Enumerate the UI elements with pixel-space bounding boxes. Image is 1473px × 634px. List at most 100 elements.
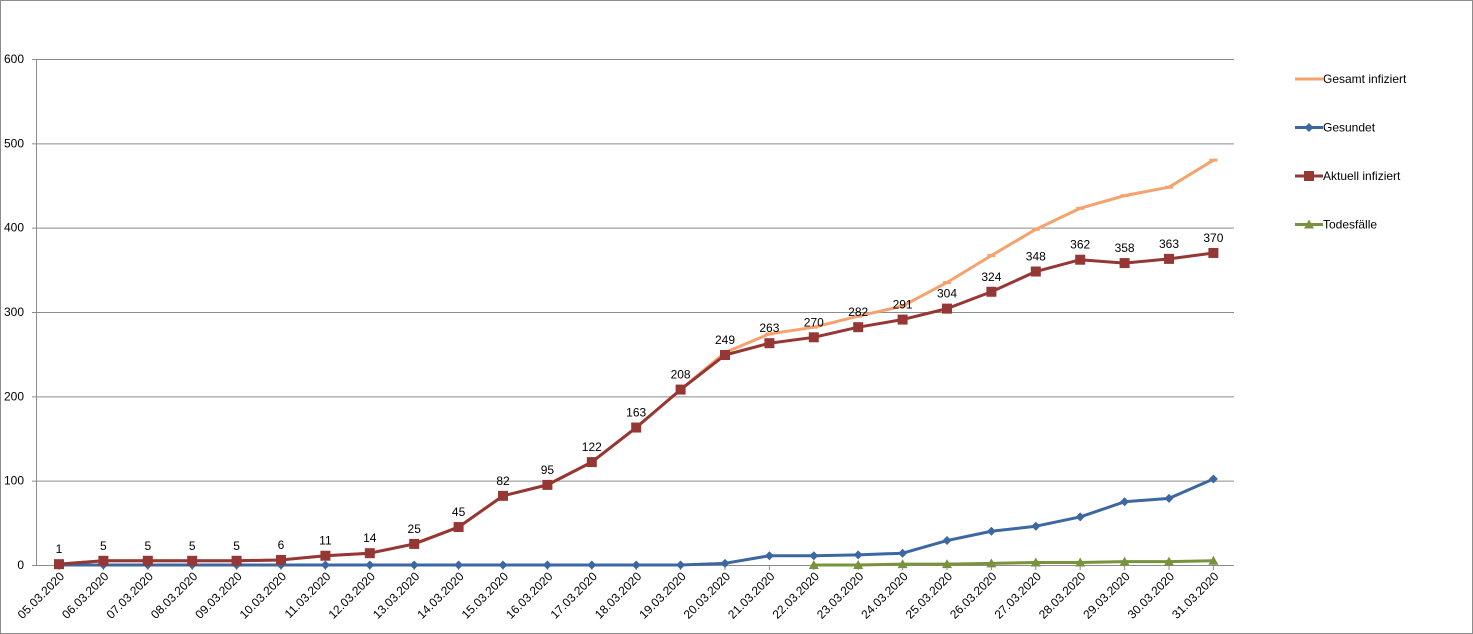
data-point xyxy=(942,559,952,569)
data-point xyxy=(1075,557,1086,567)
y-tick-label: 200 xyxy=(4,389,24,403)
legend-label: Gesundet xyxy=(1323,121,1376,135)
data-point xyxy=(808,332,819,343)
data-point xyxy=(897,559,908,569)
data-point xyxy=(98,555,109,566)
data-point xyxy=(454,560,464,570)
series-todesf-lle xyxy=(808,555,1219,569)
x-tick-label: 19.03.2020 xyxy=(636,569,689,622)
x-tick-label: 12.03.2020 xyxy=(326,569,379,622)
x-tick-label: 16.03.2020 xyxy=(503,569,556,622)
data-label: 25 xyxy=(408,522,422,536)
data-point xyxy=(142,555,153,566)
data-point xyxy=(764,338,775,349)
x-tick-label: 14.03.2020 xyxy=(414,569,467,622)
gridlines xyxy=(36,59,1234,566)
data-point xyxy=(853,322,864,333)
data-point xyxy=(409,560,419,570)
data-point xyxy=(1208,247,1219,258)
data-point xyxy=(542,479,553,490)
x-tick-label: 26.03.2020 xyxy=(947,569,1000,622)
data-point xyxy=(320,550,331,561)
x-tick-label: 30.03.2020 xyxy=(1125,569,1178,622)
x-tick-label: 13.03.2020 xyxy=(370,569,423,622)
legend-item: Gesundet xyxy=(1295,121,1376,135)
data-point xyxy=(1165,185,1173,189)
series-gesundet xyxy=(54,474,1218,570)
legend-item: Gesamt infiziert xyxy=(1295,72,1407,86)
data-point xyxy=(1075,254,1086,265)
series-group xyxy=(54,158,1219,570)
x-tick-label: 22.03.2020 xyxy=(770,569,823,622)
data-label: 1 xyxy=(56,542,63,556)
series-line xyxy=(58,158,1215,566)
x-tick-label: 18.03.2020 xyxy=(592,569,645,622)
data-point xyxy=(1076,206,1085,210)
data-point xyxy=(1305,77,1313,81)
data-point xyxy=(364,548,375,559)
data-label: 324 xyxy=(981,270,1001,284)
data-point xyxy=(498,490,508,501)
data-point xyxy=(809,325,818,329)
legend-label: Gesamt infiziert xyxy=(1323,72,1407,86)
legend: Gesamt infiziert Gesundet Aktuell infizier… xyxy=(1295,72,1407,232)
data-labels: 1 5 5 5 5 6 11 14 25 45 82 95 122 163 208 249 263 270 282 2… xyxy=(56,231,1224,556)
data-point xyxy=(898,304,907,308)
data-label: 122 xyxy=(582,440,602,454)
data-label: 5 xyxy=(233,539,240,553)
data-point xyxy=(720,350,730,361)
data-point xyxy=(986,286,997,297)
data-point xyxy=(1209,158,1218,162)
data-point xyxy=(542,560,552,570)
data-point xyxy=(986,526,996,536)
data-label: 291 xyxy=(893,298,913,312)
data-point xyxy=(187,555,198,566)
data-point xyxy=(1120,497,1130,507)
data-label: 5 xyxy=(189,539,196,553)
data-label: 370 xyxy=(1203,231,1223,245)
y-tick-label: 100 xyxy=(4,474,24,488)
data-label: 5 xyxy=(144,539,151,553)
data-label: 208 xyxy=(671,368,691,382)
y-axis: 0 100 200 300 400 500 600 xyxy=(4,52,37,572)
data-point xyxy=(676,560,686,570)
data-point xyxy=(1075,512,1085,522)
legend-item: Todesfälle xyxy=(1295,218,1377,232)
data-point xyxy=(1119,258,1130,269)
data-point xyxy=(765,332,774,336)
series-aktuell-infiziert xyxy=(54,247,1219,570)
data-point xyxy=(675,384,686,395)
data-point xyxy=(987,253,996,257)
data-point xyxy=(587,560,597,570)
data-point xyxy=(1208,474,1218,484)
data-label: 249 xyxy=(715,333,735,347)
y-tick-label: 500 xyxy=(4,136,24,150)
data-point xyxy=(498,560,508,570)
data-label: 11 xyxy=(319,534,332,548)
data-point xyxy=(1120,194,1129,198)
data-point xyxy=(986,558,997,568)
x-tick-label: 27.03.2020 xyxy=(992,569,1045,622)
series-line xyxy=(59,477,1215,567)
data-point xyxy=(809,551,819,561)
data-point xyxy=(1030,266,1041,277)
data-point xyxy=(631,422,642,433)
data-label: 95 xyxy=(541,463,555,477)
x-tick-label: 06.03.2020 xyxy=(59,569,112,622)
data-point xyxy=(365,560,375,570)
data-point xyxy=(1031,521,1041,531)
x-tick-label: 21.03.2020 xyxy=(725,569,778,622)
data-point xyxy=(898,548,908,558)
x-tick-label: 08.03.2020 xyxy=(148,569,201,622)
data-label: 14 xyxy=(363,531,377,545)
data-label: 270 xyxy=(804,315,824,329)
data-point xyxy=(1031,227,1040,231)
data-point xyxy=(409,538,420,549)
data-point xyxy=(942,536,952,546)
legend-label: Todesfälle xyxy=(1323,218,1377,232)
data-label: 6 xyxy=(278,538,285,552)
data-point xyxy=(1304,123,1314,132)
data-point xyxy=(1164,493,1174,503)
x-tick-label: 28.03.2020 xyxy=(1036,569,1089,622)
data-label: 263 xyxy=(759,321,779,335)
